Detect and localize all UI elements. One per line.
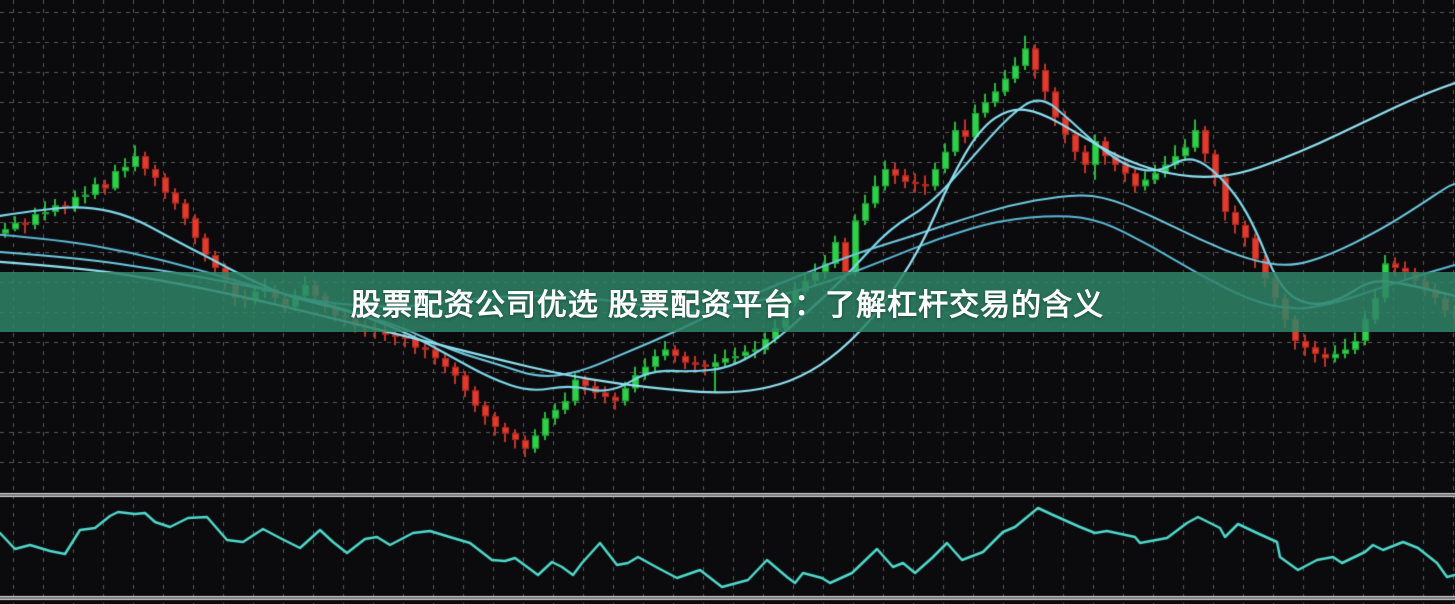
headline-text: 股票配资公司优选 股票配资平台：了解杠杆交易的含义: [350, 289, 1105, 322]
headline-banner[interactable]: 股票配资公司优选 股票配资平台：了解杠杆交易的含义: [0, 272, 1455, 332]
